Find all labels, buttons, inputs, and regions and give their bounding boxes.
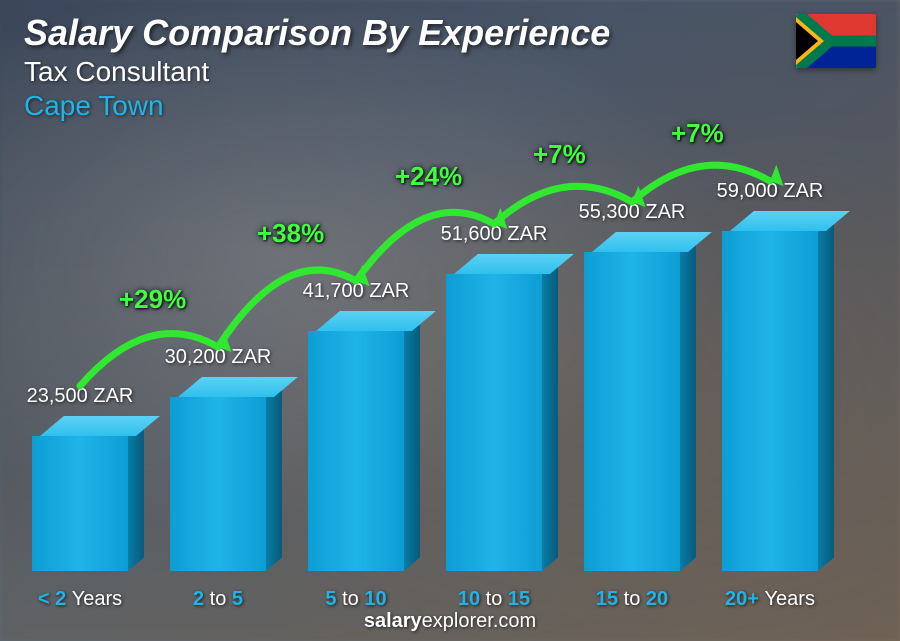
bar-side xyxy=(680,239,696,571)
bar xyxy=(32,436,128,571)
footer-suffix: .com xyxy=(493,610,536,632)
x-axis-label: 20+ Years xyxy=(710,588,830,611)
main-title: Salary Comparison By Experience xyxy=(24,12,876,54)
pct-change-label: +7% xyxy=(533,139,586,170)
x-axis-label: 15 to 20 xyxy=(572,588,692,611)
bar xyxy=(584,252,680,571)
location-label: Cape Town xyxy=(24,90,876,122)
bar-side xyxy=(542,261,558,571)
bar-chart: 23,500 ZAR< 2 Years30,200 ZAR2 to 5+29%4… xyxy=(20,131,850,571)
value-label: 23,500 ZAR xyxy=(10,385,150,408)
value-label: 30,200 ZAR xyxy=(148,346,288,369)
infographic-container: Salary Comparison By Experience Tax Cons… xyxy=(0,0,900,641)
footer-bold: salary xyxy=(364,610,422,632)
bar xyxy=(722,231,818,571)
bar-side xyxy=(818,218,834,571)
pct-change-label: +24% xyxy=(395,161,462,192)
country-flag-icon xyxy=(796,14,876,68)
pct-change-label: +29% xyxy=(119,284,186,315)
bar-side xyxy=(404,318,420,571)
x-axis-label: 2 to 5 xyxy=(158,588,278,611)
x-axis-label: < 2 Years xyxy=(20,588,140,611)
bar-side xyxy=(266,384,282,571)
value-label: 51,600 ZAR xyxy=(424,223,564,246)
bar-front xyxy=(170,397,266,571)
footer-thin: explorer xyxy=(422,610,493,632)
bar-front xyxy=(584,252,680,571)
job-subtitle: Tax Consultant xyxy=(24,56,876,88)
header: Salary Comparison By Experience Tax Cons… xyxy=(24,12,876,122)
pct-change-label: +38% xyxy=(257,218,324,249)
pct-change-label: +7% xyxy=(671,118,724,149)
bar xyxy=(446,274,542,571)
x-axis-label: 5 to 10 xyxy=(296,588,416,611)
bar-front xyxy=(722,231,818,571)
value-label: 59,000 ZAR xyxy=(700,180,840,203)
bar-side xyxy=(128,423,144,571)
bar-front xyxy=(32,436,128,571)
footer-attribution: salaryexplorer.com xyxy=(0,610,900,633)
bar xyxy=(308,331,404,571)
value-label: 41,700 ZAR xyxy=(286,280,426,303)
x-axis-label: 10 to 15 xyxy=(434,588,554,611)
bar-front xyxy=(308,331,404,571)
bar-front xyxy=(446,274,542,571)
value-label: 55,300 ZAR xyxy=(562,201,702,224)
bar xyxy=(170,397,266,571)
